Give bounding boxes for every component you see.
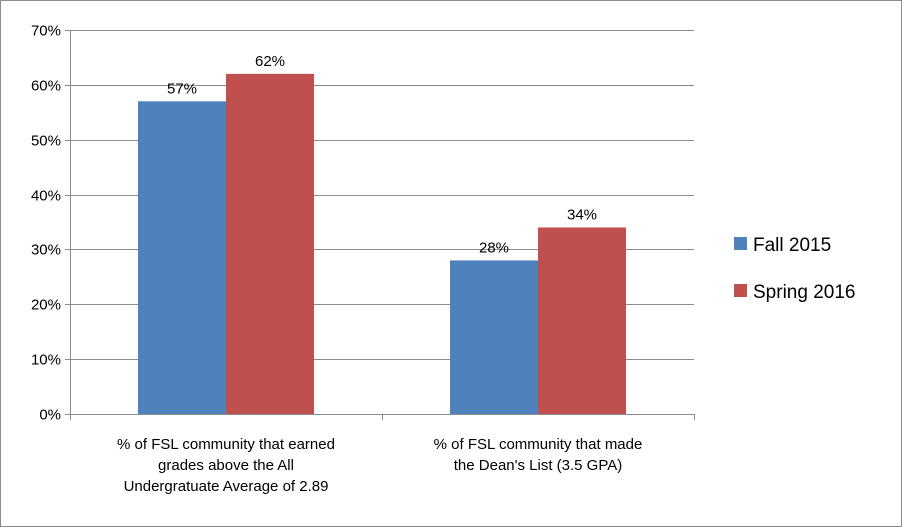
y-tick-label: 50% bbox=[31, 133, 61, 150]
category-label: Undergratuate Average of 2.89 bbox=[124, 478, 329, 495]
y-tick-label: 0% bbox=[39, 407, 61, 424]
y-tick-label: 60% bbox=[31, 78, 61, 95]
category-label: grades above the All bbox=[158, 457, 294, 474]
y-tick-label: 40% bbox=[31, 188, 61, 205]
category-label: the Dean's List (3.5 GPA) bbox=[454, 457, 623, 474]
legend-label: Fall 2015 bbox=[753, 235, 831, 256]
data-label: 62% bbox=[255, 53, 285, 70]
data-label: 34% bbox=[567, 206, 597, 223]
bar-fall-2015-1 bbox=[450, 260, 538, 414]
y-tick-label: 20% bbox=[31, 297, 61, 314]
legend-label: Spring 2016 bbox=[753, 282, 855, 303]
y-tick-label: 70% bbox=[31, 23, 61, 40]
legend-swatch-spring-2016 bbox=[734, 284, 747, 297]
bar-spring-2016-0 bbox=[226, 73, 314, 414]
category-label: % of FSL community that made bbox=[434, 436, 643, 453]
data-label: 28% bbox=[479, 239, 509, 256]
data-label: 57% bbox=[167, 80, 197, 97]
y-tick-label: 30% bbox=[31, 242, 61, 259]
legend-swatch-fall-2015 bbox=[734, 237, 747, 250]
category-label: % of FSL community that earned bbox=[117, 436, 335, 453]
bar-fall-2015-0 bbox=[138, 101, 226, 415]
bar-spring-2016-1 bbox=[538, 227, 626, 414]
y-tick-label: 10% bbox=[31, 352, 61, 369]
